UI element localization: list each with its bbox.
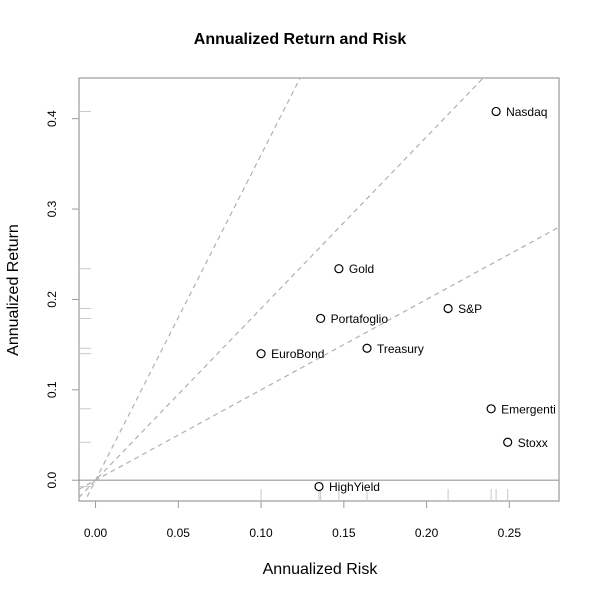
- y-tick-label: 0.1: [45, 381, 59, 398]
- x-tick-label: 0.05: [167, 526, 191, 540]
- data-point: [503, 437, 513, 447]
- reference-line: [84, 78, 301, 501]
- plot-frame: [78, 77, 560, 502]
- chart-title: Annualized Return and Risk: [193, 31, 407, 48]
- point-label: Emergenti: [501, 402, 556, 416]
- data-point: [314, 481, 324, 492]
- y-axis-label: Annualized Return: [5, 224, 22, 356]
- reference-line: [79, 78, 485, 498]
- data-point: [491, 106, 501, 117]
- data-point: [334, 264, 344, 274]
- data-point: [362, 343, 372, 353]
- data-point: [316, 313, 326, 324]
- x-tick-label: 0.15: [332, 526, 356, 540]
- y-tick-label: 0.2: [45, 291, 59, 308]
- y-tick-label: 0.0: [45, 472, 59, 489]
- y-tick-label: 0.3: [45, 200, 59, 217]
- point-label: EuroBond: [271, 347, 324, 361]
- point-label: Treasury: [377, 342, 424, 356]
- data-point: [486, 404, 496, 414]
- point-label: S&P: [458, 302, 482, 316]
- reference-line: [79, 226, 559, 490]
- point-label: Stoxx: [518, 436, 548, 450]
- point-label: Gold: [349, 262, 374, 276]
- point-label: HighYield: [329, 480, 380, 494]
- x-tick-label: 0.20: [415, 526, 439, 540]
- x-tick-label: 0.10: [249, 526, 273, 540]
- y-tick-label: 0.4: [45, 110, 59, 127]
- data-point: [443, 303, 453, 314]
- x-tick-label: 0.25: [498, 526, 522, 540]
- data-point: [256, 349, 266, 359]
- point-label: Portafoglio: [331, 312, 389, 326]
- x-tick-label: 0.00: [84, 526, 108, 540]
- x-axis-label: Annualized Risk: [262, 561, 378, 578]
- reference-lines: [79, 78, 559, 501]
- point-label: Nasdaq: [506, 105, 547, 119]
